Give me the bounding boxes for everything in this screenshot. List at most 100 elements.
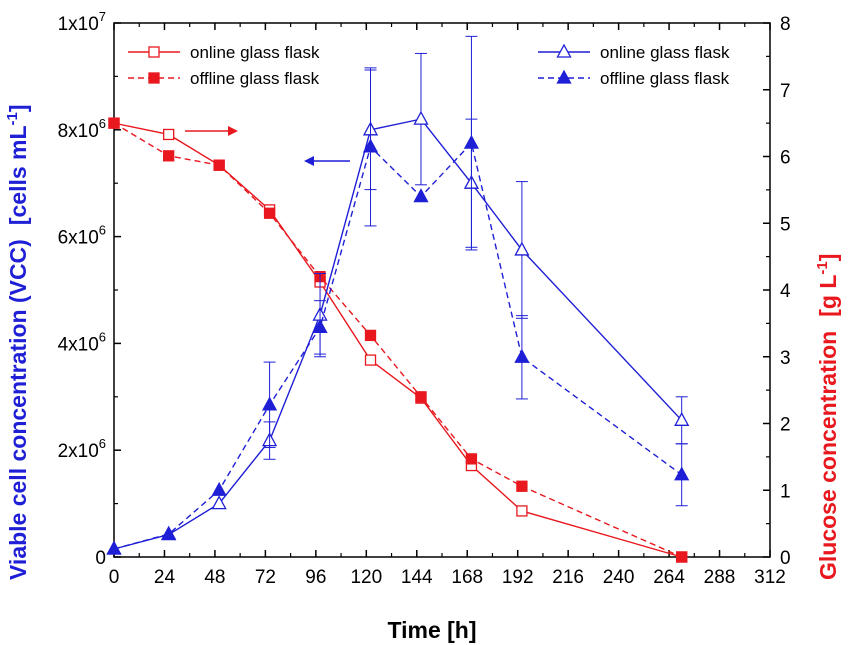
x-tick-label: 96 [305, 567, 326, 588]
y-left-axis-unit-exponent: -1 [4, 112, 21, 125]
data-point [364, 354, 377, 366]
axes-frame: 0 24 48 72 96 120 144 168 192 216 240 264 288 31202x1… [58, 9, 791, 588]
data-point [213, 159, 225, 171]
plot-frame [113, 22, 771, 558]
legend-marker [148, 72, 160, 84]
x-tick-label: 216 [552, 567, 584, 588]
x-tick-label: 192 [502, 567, 534, 588]
y-right-axis-label: Glucose concentration [815, 331, 841, 580]
y-left-tick-label: 4x106 [58, 329, 106, 355]
y-left-axis-unit-end: ] [5, 104, 31, 112]
series-line [113, 122, 682, 558]
series-left-2 [106, 52, 690, 555]
data-point [106, 540, 122, 555]
x-tick-label: 288 [704, 567, 736, 588]
y-left-tick-base: 6x10 [58, 228, 99, 249]
y-right-tick-label: 4 [780, 281, 791, 302]
y-left-axis-title: Viable cell concentration (VCC) [cells mL… [4, 104, 31, 580]
y-left-tick-base: 8x10 [58, 121, 99, 142]
data-point [413, 110, 429, 125]
x-tick-label: 24 [154, 567, 176, 588]
series-line [113, 122, 682, 558]
data-point [463, 134, 480, 149]
left-arrow-head [304, 156, 314, 166]
x-tick-label: 0 [109, 567, 120, 588]
y-right-axis-unit-exponent: -1 [814, 261, 831, 274]
data-point [516, 480, 528, 492]
data-point [362, 138, 379, 153]
y-left-tick-exponent: 6 [99, 116, 106, 131]
series-line [113, 141, 683, 550]
y-left-tick-exponent: 6 [99, 436, 106, 451]
x-tick-label: 264 [653, 567, 685, 588]
y-left-tick-exponent: 6 [99, 223, 106, 238]
data-point [108, 117, 120, 129]
data-point [674, 411, 690, 426]
x-tick-label: 48 [204, 567, 225, 588]
y-left-tick-label: 2x106 [58, 436, 106, 462]
x-tick-label: 72 [255, 567, 276, 588]
y-left-tick-base: 2x10 [58, 441, 99, 462]
data-point [163, 128, 175, 141]
data-point [161, 525, 177, 540]
y-left-tick-base: 4x10 [58, 334, 99, 355]
series-right-1 [108, 117, 688, 563]
y-right-tick-label: 8 [780, 14, 791, 35]
series-line [113, 118, 683, 550]
y-right-tick-label: 1 [780, 481, 791, 502]
right-arrow-head [228, 126, 238, 136]
y-left-tick-base: 0 [95, 548, 106, 569]
x-tick-label: 120 [350, 567, 382, 588]
y-right-tick-label: 3 [780, 348, 791, 369]
y-left-tick-label: 6x106 [58, 223, 106, 249]
data-point [514, 241, 530, 256]
annotations [185, 126, 350, 166]
series-right-0 [108, 117, 688, 563]
legend-marker [556, 69, 572, 84]
y-right-tick-label: 0 [780, 548, 791, 569]
y-left-tick-label: 1x107 [58, 9, 106, 35]
legend-label: online glass flask [190, 43, 320, 62]
data-point [465, 453, 478, 465]
x-tick-label: 240 [603, 567, 635, 588]
y-left-axis-label: Viable cell concentration (VCC) [5, 239, 31, 580]
data-point [211, 495, 227, 510]
y-left-tick-label: 0 [95, 548, 106, 569]
legend-label: offline glass flask [190, 69, 320, 88]
x-tick-label: 168 [451, 567, 483, 588]
y-right-axis-unit: [g L [815, 275, 841, 317]
y-left-tick-exponent: 6 [99, 329, 106, 344]
series-left-3 [106, 35, 690, 555]
y-right-tick-label: 5 [780, 214, 791, 235]
x-tick-label: 144 [401, 567, 433, 588]
data-point [211, 481, 227, 496]
y-right-tick-label: 7 [780, 81, 791, 102]
legend-label: online glass flask [600, 43, 730, 62]
data-point [674, 466, 690, 481]
data-point [516, 505, 528, 517]
y-left-tick-label: 8x106 [58, 116, 106, 142]
data-point [514, 348, 530, 363]
data-point [163, 150, 175, 162]
data-point [364, 329, 377, 342]
y-left-axis-unit: [cells mL [5, 125, 31, 225]
y-right-axis-unit-end: ] [815, 254, 841, 262]
data-point [261, 396, 278, 411]
data-point [415, 391, 427, 403]
legend-marker [148, 46, 160, 58]
y-right-tick-label: 6 [780, 148, 791, 169]
plot-area [106, 35, 690, 563]
y-right-axis-title: Glucose concentration [g L-1] [814, 254, 841, 580]
y-right-tick-label: 2 [780, 415, 791, 436]
y-left-tick-base: 1x10 [58, 14, 99, 35]
data-point [413, 188, 429, 203]
legend-label: offline glass flask [600, 69, 730, 88]
legend-marker [556, 43, 572, 58]
x-tick-label: 312 [754, 567, 786, 588]
data-point [263, 207, 276, 219]
axis-titles: Time [h] Viable cell concentration (VCC) [… [4, 104, 841, 643]
y-left-tick-exponent: 7 [99, 9, 106, 24]
x-axis-title: Time [h] [387, 617, 476, 643]
data-point [312, 319, 328, 334]
